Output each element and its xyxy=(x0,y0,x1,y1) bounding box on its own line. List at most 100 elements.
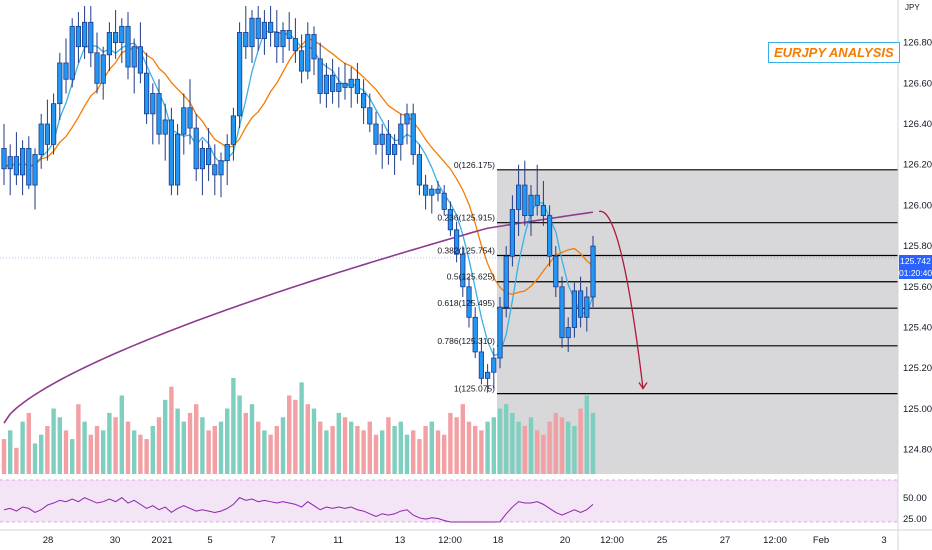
volume-bar xyxy=(51,408,56,474)
time-tick-label: 11 xyxy=(333,535,343,546)
volume-bar xyxy=(225,408,230,474)
chart-title: EURJPY ANALYSIS xyxy=(768,42,900,63)
candle-body xyxy=(57,62,63,105)
candle-body xyxy=(540,205,547,216)
candle-body xyxy=(131,46,137,68)
time-tick-label: 27 xyxy=(720,535,731,546)
volume-bar xyxy=(293,399,298,474)
volume-bar xyxy=(299,382,304,474)
candle-body xyxy=(317,58,323,94)
volume-bar xyxy=(39,434,44,474)
ma-fast-line xyxy=(3,30,594,357)
volume-bar xyxy=(125,421,131,474)
volume-bar xyxy=(423,426,428,474)
time-tick-label: 28 xyxy=(43,535,54,546)
volume-bar xyxy=(163,399,168,474)
candle-body xyxy=(199,148,205,170)
candle-body xyxy=(32,154,38,186)
candle-body xyxy=(478,351,485,379)
volume-bar xyxy=(237,395,242,474)
time-tick-label: 12:00 xyxy=(600,535,624,546)
time-tick-label: 3 xyxy=(881,535,886,546)
fib-level-label: 0(126.175) xyxy=(454,160,495,170)
candle-body xyxy=(106,32,112,56)
volume-bar xyxy=(169,386,174,474)
rsi-tick-label: 25.00 xyxy=(903,514,927,525)
candle-body xyxy=(292,38,299,52)
volume-bar xyxy=(70,439,75,474)
time-tick-label: Feb xyxy=(813,535,829,546)
candle-body xyxy=(342,82,348,88)
candle-body xyxy=(391,143,398,155)
candle-body xyxy=(565,327,571,339)
candle-body xyxy=(168,119,174,186)
candle-body xyxy=(547,215,553,257)
candle-body xyxy=(578,290,584,318)
volume-bar xyxy=(336,412,341,474)
bar-countdown-tag: 01:20:40 xyxy=(899,267,932,279)
candle-body xyxy=(379,133,385,145)
volume-bar xyxy=(448,412,453,474)
volume-bar xyxy=(541,434,546,474)
volume-bar xyxy=(522,426,527,474)
currency-label: JPY xyxy=(905,3,920,12)
candle-body xyxy=(298,50,305,72)
volume-bar xyxy=(156,417,162,474)
time-tick-label: 12:00 xyxy=(438,535,462,546)
time-tick-label: 30 xyxy=(110,535,121,546)
volume-bar xyxy=(535,430,540,474)
volume-bar xyxy=(466,421,472,474)
volume-bar xyxy=(1,439,7,474)
price-tick-label: 124.800 xyxy=(903,445,932,456)
candle-body xyxy=(69,25,75,80)
volume-bar xyxy=(411,430,416,474)
candle-body xyxy=(311,34,317,60)
volume-bar xyxy=(88,434,93,474)
candle-body xyxy=(205,148,212,166)
candle-body xyxy=(416,154,423,186)
candle-body xyxy=(267,21,274,33)
current-price-tag: 125.742 xyxy=(899,255,932,267)
candle-body xyxy=(522,184,528,216)
time-axis[interactable]: 28 30 2021 5 7 11 13 12:00 18 20 12:00 25 27 12:00 Feb… xyxy=(43,535,887,546)
candle-body xyxy=(559,286,565,339)
candle-body xyxy=(113,32,119,44)
volume-bar xyxy=(473,426,478,474)
fib-level-label: 0.618(125.495) xyxy=(437,298,495,308)
candle-body xyxy=(75,25,81,48)
candle-body xyxy=(516,184,522,210)
candle-body xyxy=(305,34,311,72)
volume-bar xyxy=(76,404,81,474)
volume-bar xyxy=(318,421,323,474)
candle-body xyxy=(528,194,534,216)
candle-body xyxy=(181,107,187,135)
volume-bar xyxy=(404,434,410,474)
volume-bar xyxy=(435,430,441,474)
candle-body xyxy=(137,46,143,74)
fib-level-label: 0.382(125.754) xyxy=(437,245,495,255)
candle-body xyxy=(367,107,373,125)
volume-bar xyxy=(175,408,180,474)
candle-body xyxy=(125,25,131,68)
candle-body xyxy=(286,30,292,39)
candle-body xyxy=(224,143,230,162)
price-tick-label: 125.800 xyxy=(903,241,932,252)
candle-body xyxy=(460,253,466,288)
candle-body xyxy=(354,78,361,94)
time-tick-label: 7 xyxy=(270,535,275,546)
candle-body xyxy=(336,82,342,92)
candle-body xyxy=(88,21,94,54)
candle-body xyxy=(212,164,218,176)
candle-body xyxy=(534,194,540,206)
candle-body xyxy=(150,93,156,115)
time-tick-label: 12:00 xyxy=(763,535,787,546)
volume-bar xyxy=(485,421,490,474)
volume-bar xyxy=(516,421,521,474)
rsi-tick-label: 50.00 xyxy=(903,493,927,504)
price-tick-label: 125.000 xyxy=(903,404,932,415)
price-axis[interactable]: 124.800 125.000 125.200 125.400 125.600 125.8… xyxy=(903,38,932,456)
candle-body xyxy=(26,148,32,186)
volume-bar xyxy=(547,421,552,474)
volume-bar xyxy=(144,439,149,474)
